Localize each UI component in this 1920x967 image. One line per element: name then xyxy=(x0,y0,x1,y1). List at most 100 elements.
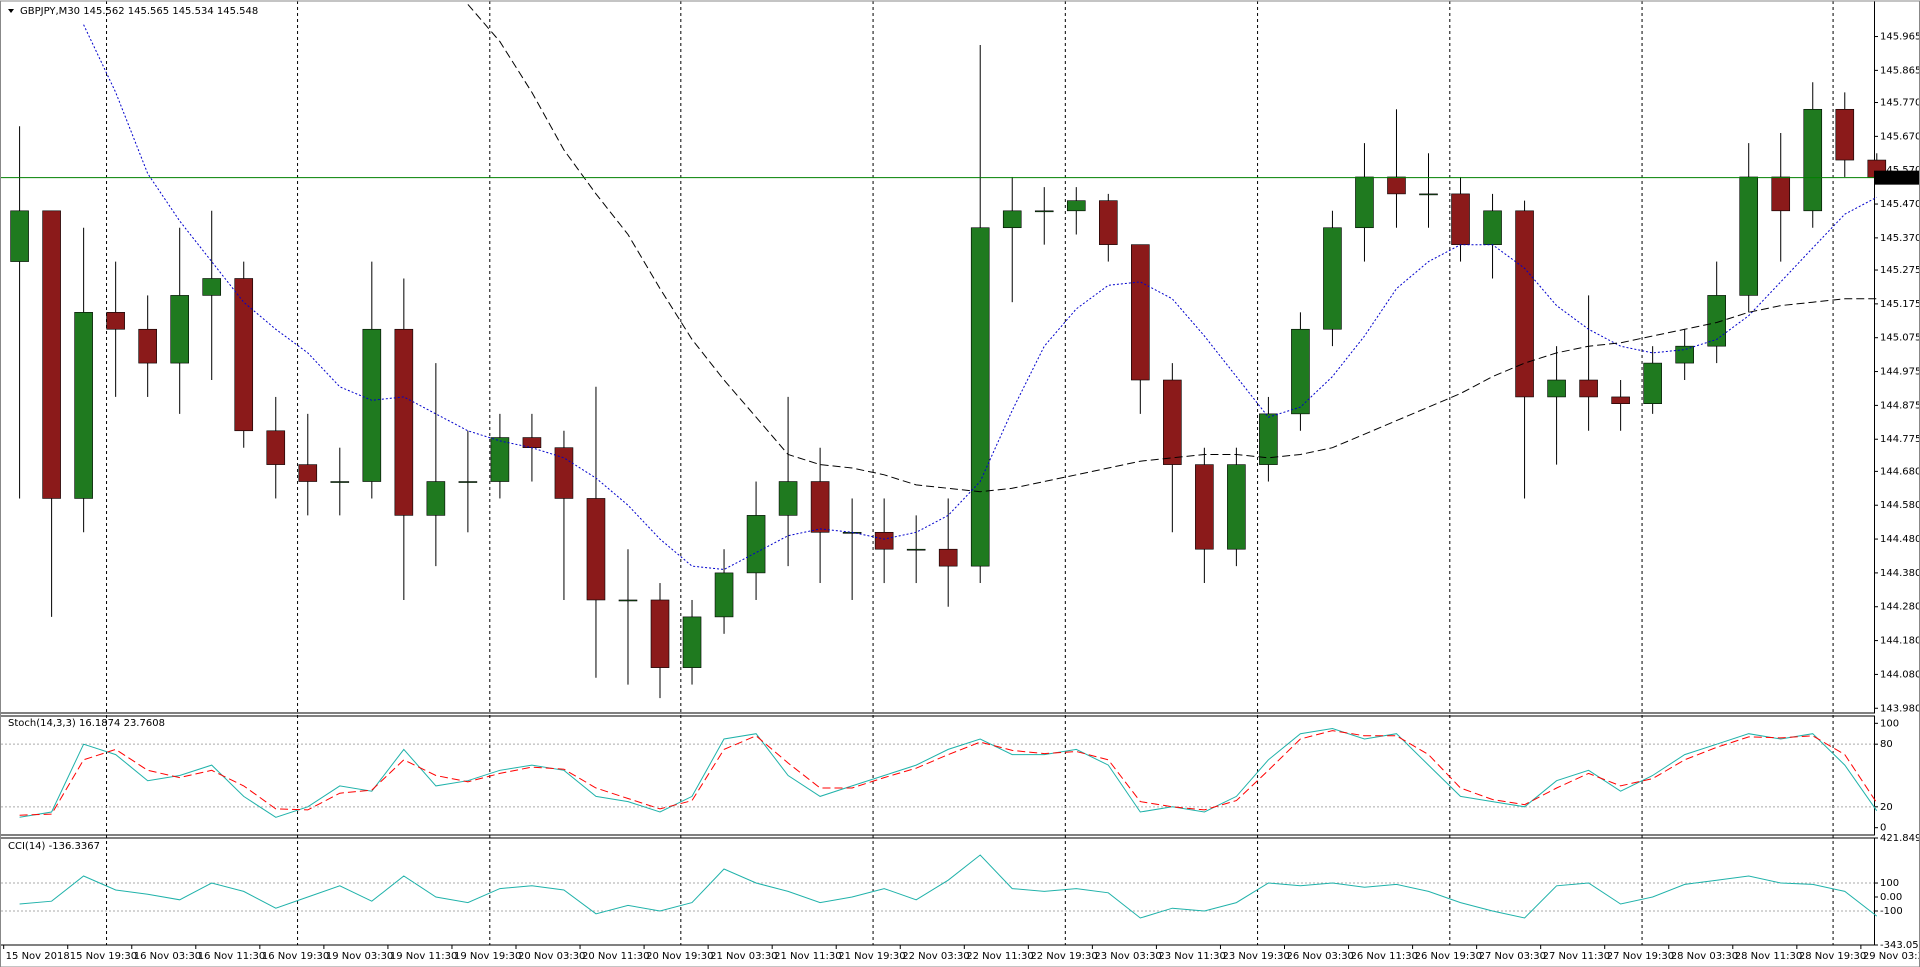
y-tick-label: 145.370 xyxy=(1880,233,1920,244)
candle-body xyxy=(266,430,286,465)
candle-body xyxy=(810,481,830,533)
candle-body xyxy=(1355,176,1374,229)
x-tick-label: 28 Nov 11:30 xyxy=(1735,951,1802,962)
indicator-line xyxy=(19,854,1878,919)
candle-body xyxy=(1195,464,1214,550)
y-tick-label: 145.275 xyxy=(1880,265,1920,276)
x-tick-label: 20 Nov 19:30 xyxy=(646,951,713,962)
candle-body xyxy=(746,515,766,574)
y-tick-label: 144.580 xyxy=(1880,500,1920,511)
x-tick-label: 22 Nov 11:30 xyxy=(966,951,1033,962)
candle-body xyxy=(1643,362,1662,404)
candle-body xyxy=(1771,176,1791,212)
candle-body xyxy=(906,548,926,551)
x-tick-label: 23 Nov 11:30 xyxy=(1158,951,1225,962)
x-tick-label: 28 Nov 19:30 xyxy=(1799,951,1866,962)
y-tick-label: -343.0522 xyxy=(1880,940,1920,951)
y-tick-label: 144.775 xyxy=(1880,434,1920,445)
x-tick-label: 16 Nov 19:30 xyxy=(262,951,329,962)
candle-body xyxy=(554,447,574,499)
candle-body xyxy=(170,295,189,364)
x-tick-label: 20 Nov 03:30 xyxy=(518,951,585,962)
stoch-header: Stoch(14,3,3) 16.1874 23.7608 xyxy=(8,718,165,729)
y-tick-label: 145.965 xyxy=(1880,32,1920,43)
x-tick-label: 21 Nov 03:30 xyxy=(710,951,777,962)
x-tick-label: 20 Nov 11:30 xyxy=(582,951,649,962)
cci-header: CCI(14) -136.3367 xyxy=(8,841,100,852)
y-tick-label: 145.075 xyxy=(1880,333,1920,344)
x-tick-label: 21 Nov 11:30 xyxy=(774,951,841,962)
y-tick-label: 145.770 xyxy=(1880,98,1920,109)
candle-body xyxy=(1387,176,1406,195)
candle-body xyxy=(1675,345,1694,364)
candle-body xyxy=(1483,210,1502,245)
y-tick-label: 143.980 xyxy=(1880,703,1920,714)
x-tick-label: 27 Nov 11:30 xyxy=(1543,951,1610,962)
price-label: 145.548 xyxy=(1877,173,1918,184)
header-close: 145.548 xyxy=(217,6,258,17)
candle-body xyxy=(1227,464,1246,550)
candle-body xyxy=(298,464,318,482)
x-tick-label: 19 Nov 19:30 xyxy=(454,951,521,962)
y-tick-label: 145.865 xyxy=(1880,65,1920,76)
candle-body xyxy=(650,599,670,668)
x-tick-label: 16 Nov 11:30 xyxy=(198,951,265,962)
candle-body xyxy=(1803,108,1823,212)
x-tick-label: 29 Nov 03:30 xyxy=(1863,951,1920,962)
y-tick-label: 144.080 xyxy=(1880,669,1920,680)
candle-body xyxy=(714,572,734,618)
menu-arrow[interactable] xyxy=(8,9,14,13)
candle-body xyxy=(234,278,254,432)
x-tick-label: 26 Nov 11:30 xyxy=(1351,951,1418,962)
candle-body xyxy=(1419,193,1438,196)
y-tick-label: 20 xyxy=(1880,802,1893,813)
candle-body xyxy=(42,210,61,499)
candle-body xyxy=(1835,108,1855,161)
y-tick-label: 144.680 xyxy=(1880,466,1920,477)
candle-body xyxy=(1098,200,1118,245)
candle-body xyxy=(1739,176,1759,296)
symbol: GBPJPY,M30 xyxy=(20,6,80,17)
y-tick-label: 144.380 xyxy=(1880,568,1920,579)
candle-body xyxy=(1611,396,1630,404)
candle-body xyxy=(1707,295,1726,347)
candle-body xyxy=(458,481,478,483)
candle-body xyxy=(1547,379,1566,398)
x-tick-label: 23 Nov 19:30 xyxy=(1222,951,1289,962)
y-tick-label: 144.180 xyxy=(1880,636,1920,647)
stoch-signal-value: 23.7608 xyxy=(124,718,165,729)
y-tick-label: 145.470 xyxy=(1880,199,1920,210)
candle-body xyxy=(586,498,606,601)
candle-body xyxy=(138,328,157,364)
indicator-line xyxy=(19,730,1878,816)
y-tick-label: 0.00 xyxy=(1880,892,1902,903)
stoch-title: Stoch(14,3,3) xyxy=(8,718,76,729)
price-label-box xyxy=(1874,170,1920,185)
candle-body xyxy=(490,437,510,482)
x-tick-label: 27 Nov 19:30 xyxy=(1607,951,1674,962)
y-tick-label: 144.280 xyxy=(1880,602,1920,613)
candle-body xyxy=(426,481,446,516)
candle-body xyxy=(394,328,414,516)
candle-body xyxy=(362,328,382,482)
candle-body xyxy=(1291,328,1310,415)
y-tick-label: 145.670 xyxy=(1880,131,1920,142)
candle-body xyxy=(202,278,222,296)
chart-header: GBPJPY,M30 145.562 145.565 145.534 145.5… xyxy=(20,6,258,17)
candle-body xyxy=(1066,200,1086,212)
cci-title: CCI(14) xyxy=(8,841,46,852)
stoch-main-value: 16.1874 xyxy=(79,718,120,729)
candle-body xyxy=(1259,413,1278,465)
y-tick-label: 100 xyxy=(1880,718,1899,729)
x-tick-label: 16 Nov 03:30 xyxy=(134,951,201,962)
candle-body xyxy=(938,548,958,567)
header-low: 145.534 xyxy=(172,6,213,17)
candle-body xyxy=(1579,379,1598,398)
candle-body xyxy=(778,481,798,516)
y-tick-label: 144.480 xyxy=(1880,534,1920,545)
x-tick-label: 23 Nov 03:30 xyxy=(1094,951,1161,962)
candles xyxy=(10,44,1887,699)
x-tick-label: 28 Nov 03:30 xyxy=(1671,951,1738,962)
